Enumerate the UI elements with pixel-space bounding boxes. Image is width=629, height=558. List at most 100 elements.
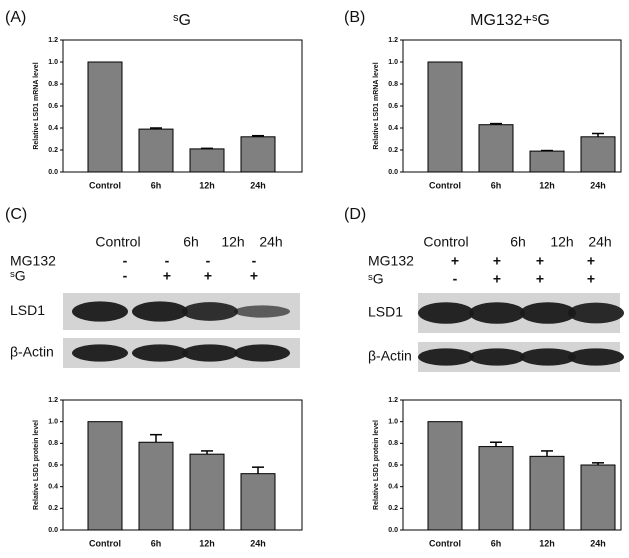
- chart-title: ˢG: [173, 12, 191, 29]
- y-tick-label: 0.8: [388, 81, 398, 88]
- treatment-mark: +: [493, 253, 501, 269]
- x-tick-label: 12h: [199, 180, 215, 190]
- y-tick-label: 0.4: [48, 125, 58, 132]
- blot-band: [568, 302, 624, 324]
- y-tick-label: 1.2: [388, 37, 398, 44]
- treatment-mark: -: [252, 253, 257, 269]
- blot-band: [520, 302, 576, 324]
- treatment-mark: -: [123, 268, 128, 284]
- treatment-mark: -: [165, 253, 170, 269]
- lane-label: Control: [95, 234, 140, 250]
- lane-label: 12h: [550, 234, 573, 250]
- chart-title: MG132+ˢG: [470, 12, 550, 29]
- y-tick-label: 0.8: [388, 440, 398, 447]
- x-tick-label: Control: [89, 538, 121, 548]
- y-tick-label: 0.4: [48, 484, 58, 491]
- y-tick-label: 0.2: [388, 147, 398, 154]
- y-tick-label: 0.0: [388, 169, 398, 176]
- y-tick-label: 0.8: [48, 440, 58, 447]
- lane-label: 24h: [259, 234, 282, 250]
- treatment-mark: +: [493, 271, 501, 287]
- bar: [478, 124, 514, 173]
- x-tick-label: Control: [89, 180, 121, 190]
- y-tick-label: 1.0: [48, 419, 58, 426]
- lane-label: 6h: [510, 234, 526, 250]
- y-axis-label: Relative LSD1 protein level: [33, 420, 40, 510]
- y-axis-label: Relative LSD1 protein level: [373, 420, 380, 510]
- blot-band: [72, 301, 128, 322]
- x-tick-label: 24h: [590, 538, 606, 548]
- treatment-mark: +: [451, 253, 459, 269]
- y-axis-label: Relative LSD1 mRNA level: [373, 62, 380, 149]
- bar: [580, 464, 616, 531]
- blot-band: [234, 344, 290, 362]
- treatment-mark: -: [453, 271, 458, 287]
- treatment-label: ˢG: [10, 268, 26, 284]
- treatment-mark: +: [250, 268, 258, 284]
- y-axis-label: Relative LSD1 mRNA level: [33, 62, 40, 149]
- y-tick-label: 0.6: [388, 462, 398, 469]
- y-tick-label: 0.0: [48, 527, 58, 534]
- x-tick-label: 6h: [491, 538, 502, 548]
- x-tick-label: 6h: [151, 180, 162, 190]
- treatment-label: MG132: [10, 253, 56, 269]
- blot-band: [469, 348, 525, 366]
- bar: [427, 61, 463, 173]
- treatment-mark: +: [587, 253, 595, 269]
- treatment-label: ˢG: [368, 271, 384, 287]
- y-tick-label: 0.2: [48, 147, 58, 154]
- bar: [87, 61, 123, 173]
- bar: [138, 441, 174, 531]
- y-tick-label: 1.0: [388, 419, 398, 426]
- y-tick-label: 0.2: [388, 505, 398, 512]
- bar: [87, 421, 123, 531]
- x-tick-label: 12h: [199, 538, 215, 548]
- lane-label: Control: [423, 234, 468, 250]
- y-tick-label: 0.6: [48, 103, 58, 110]
- y-tick-label: 1.0: [388, 59, 398, 66]
- bar: [240, 473, 276, 531]
- blot-band: [469, 302, 525, 324]
- blot-band: [132, 301, 188, 322]
- bar: [529, 455, 565, 531]
- treatment-mark: +: [536, 253, 544, 269]
- x-tick-label: 24h: [250, 180, 266, 190]
- x-tick-label: 24h: [590, 180, 606, 190]
- treatment-mark: +: [163, 268, 171, 284]
- y-tick-label: 1.0: [48, 59, 58, 66]
- bar: [240, 136, 276, 173]
- x-tick-label: Control: [429, 180, 461, 190]
- treatment-mark: +: [204, 268, 212, 284]
- x-tick-label: 24h: [250, 538, 266, 548]
- panel-label: (B): [344, 9, 365, 26]
- y-tick-label: 1.2: [48, 37, 58, 44]
- y-tick-label: 1.2: [48, 397, 58, 404]
- bar: [189, 148, 225, 173]
- y-tick-label: 0.0: [388, 527, 398, 534]
- lane-label: 24h: [588, 234, 611, 250]
- treatment-mark: +: [536, 271, 544, 287]
- blot-band: [418, 302, 474, 324]
- blot-band: [132, 344, 188, 362]
- lane-label: 6h: [183, 234, 199, 250]
- band-label: LSD1: [368, 304, 403, 320]
- y-tick-label: 0.4: [388, 484, 398, 491]
- y-tick-label: 0.6: [48, 462, 58, 469]
- blot-band: [182, 302, 238, 321]
- blot-band: [568, 348, 624, 366]
- bar: [138, 128, 174, 173]
- y-tick-label: 0.8: [48, 81, 58, 88]
- bar: [189, 453, 225, 531]
- treatment-mark: +: [587, 271, 595, 287]
- blot-band: [234, 305, 290, 318]
- x-tick-label: 6h: [151, 538, 162, 548]
- blot-band: [520, 348, 576, 366]
- band-label: β-Actin: [368, 348, 412, 364]
- blot-band: [182, 344, 238, 362]
- panel-label: (D): [344, 206, 366, 223]
- x-tick-label: 12h: [539, 538, 555, 548]
- x-tick-label: Control: [429, 538, 461, 548]
- x-tick-label: 12h: [539, 180, 555, 190]
- y-tick-label: 0.6: [388, 103, 398, 110]
- blot-band: [72, 344, 128, 362]
